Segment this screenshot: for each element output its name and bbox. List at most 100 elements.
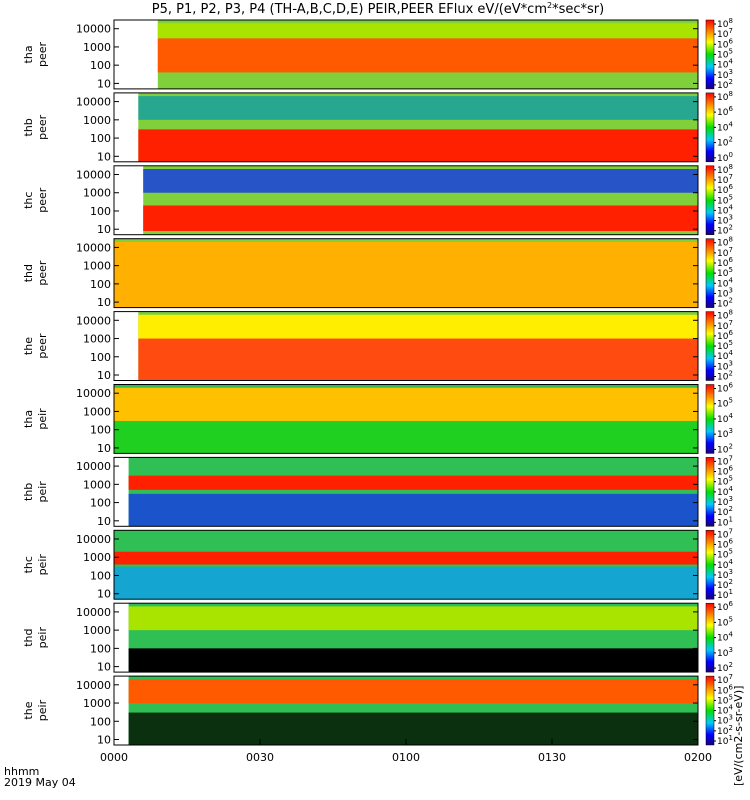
panel-frame — [113, 165, 699, 236]
colorbar-tick-label: 105 — [717, 193, 733, 206]
y-tick-label: 100 — [90, 715, 111, 728]
panel-thd-peer: 10000 1000 100 10 thd peer 1081071061051041031… — [22, 236, 733, 310]
colorbar-tick-label: 101 — [717, 515, 733, 528]
panel-frame — [113, 456, 699, 527]
y-tick-label: 10000 — [76, 96, 111, 109]
colorbar-tick-label: 103 — [717, 68, 733, 81]
panel-probe-label: tha — [22, 410, 35, 428]
colorbar-units-label: [eV/(cm2-s-sr-eV)] — [732, 686, 745, 786]
colorbar-tick-label: 101 — [717, 734, 733, 747]
colorbar-tick-label: 105 — [717, 475, 733, 488]
colorbar-tick-label: 102 — [717, 297, 733, 310]
colorbar-tick-label: 104 — [717, 276, 733, 289]
y-tick-label: 1000 — [83, 114, 111, 127]
colorbar-tick-label: 105 — [717, 693, 733, 706]
energy-band — [128, 648, 699, 673]
colorbar-tick-label: 102 — [717, 505, 733, 518]
y-tick-label: 1000 — [83, 41, 111, 54]
colorbar-tick-label: 108 — [717, 309, 733, 322]
y-tick-label: 10000 — [76, 23, 111, 36]
colorbar-tick-label: 104 — [717, 631, 733, 644]
colorbar-tick-label: 103 — [717, 646, 733, 659]
colorbar-tick-label: 101 — [717, 588, 733, 601]
colorbar-tick-label: 106 — [717, 37, 733, 50]
x-tick-label: 0030 — [246, 751, 274, 764]
energy-band — [143, 169, 698, 193]
panel-probe-label: thd — [22, 264, 35, 282]
energy-band — [138, 338, 699, 381]
colorbar-tick-label: 103 — [717, 286, 733, 299]
colorbar-tick-label: 105 — [717, 47, 733, 60]
colorbar-tick-label: 108 — [717, 163, 733, 176]
panel-species-label: peir — [36, 481, 49, 503]
colorbar-tick-label: 104 — [717, 704, 733, 717]
y-tick-label: 10000 — [76, 533, 111, 546]
x-tick-label: 0200 — [684, 751, 712, 764]
panel-thc-peir: 10000 1000 100 10 thc peir 1071061051041031021… — [22, 527, 733, 601]
energy-band — [143, 205, 698, 231]
panel-frame — [113, 602, 699, 673]
colorbar-tick-label: 107 — [717, 246, 733, 259]
panel-frame — [113, 238, 699, 309]
colorbar — [705, 384, 715, 454]
energy-band — [114, 551, 698, 565]
colorbar-tick-label: 102 — [717, 78, 733, 91]
colorbar-tick-label: 106 — [717, 105, 733, 118]
panel-frame — [113, 92, 699, 163]
colorbar-tick-label: 103 — [717, 359, 733, 372]
energy-band — [114, 420, 698, 454]
y-tick-label: 100 — [90, 278, 111, 291]
colorbar — [705, 602, 715, 673]
energy-band — [128, 679, 699, 704]
y-tick-label: 100 — [90, 59, 111, 72]
colorbar-tick-label: 106 — [717, 329, 733, 342]
panel-species-label: peer — [36, 114, 49, 140]
colorbar — [705, 92, 715, 163]
colorbar-tick-label: 106 — [717, 600, 733, 613]
panel-frame — [113, 529, 699, 600]
colorbar — [705, 165, 715, 235]
y-tick-label: 10000 — [76, 314, 111, 327]
y-tick-label: 100 — [90, 351, 111, 364]
colorbar-tick-label: 106 — [717, 382, 733, 395]
energy-band — [128, 493, 699, 527]
colorbar-tick-label: 103 — [717, 427, 733, 440]
y-tick-label: 1000 — [83, 624, 111, 637]
colorbar — [705, 238, 715, 308]
y-tick-label: 10 — [97, 77, 111, 90]
colorbar-tick-label: 106 — [717, 683, 733, 696]
y-tick-label: 1000 — [83, 551, 111, 564]
energy-band — [157, 23, 699, 39]
y-tick-label: 10000 — [76, 679, 111, 692]
y-tick-label: 10 — [97, 442, 111, 455]
colorbar-tick-label: 107 — [717, 319, 733, 332]
colorbar-tick-label: 102 — [717, 136, 733, 149]
energy-band — [114, 566, 698, 600]
colorbar-tick-label: 104 — [717, 58, 733, 71]
colorbar-tick-label: 107 — [717, 27, 733, 40]
y-tick-label: 10 — [97, 223, 111, 236]
panel-probe-label: thc — [22, 192, 35, 209]
colorbar — [705, 457, 715, 527]
energy-band — [138, 129, 699, 162]
panel-probe-label: thc — [22, 556, 35, 573]
panel-thd-peir: 10000 1000 100 10 thd peir 106 105 104 103 102 — [22, 600, 733, 674]
colorbar-tick-label: 103 — [717, 214, 733, 227]
y-tick-label: 1000 — [83, 697, 111, 710]
panel-probe-label: thb — [22, 483, 35, 501]
colorbar-tick-label: 105 — [717, 615, 733, 628]
energy-band — [128, 606, 699, 631]
colorbar — [705, 675, 715, 746]
colorbar-tick-label: 102 — [717, 661, 733, 674]
colorbar-tick-label: 104 — [717, 120, 733, 133]
y-tick-label: 10000 — [76, 387, 111, 400]
colorbar-tick-label: 108 — [717, 236, 733, 249]
y-tick-label: 10 — [97, 296, 111, 309]
panel-species-label: peir — [36, 627, 49, 649]
y-tick-label: 10 — [97, 661, 111, 674]
panel-probe-label: thd — [22, 629, 35, 647]
colorbar-tick-label: 108 — [717, 17, 733, 30]
colorbar-tick-label: 104 — [717, 485, 733, 498]
colorbar-tick-label: 107 — [717, 673, 733, 686]
